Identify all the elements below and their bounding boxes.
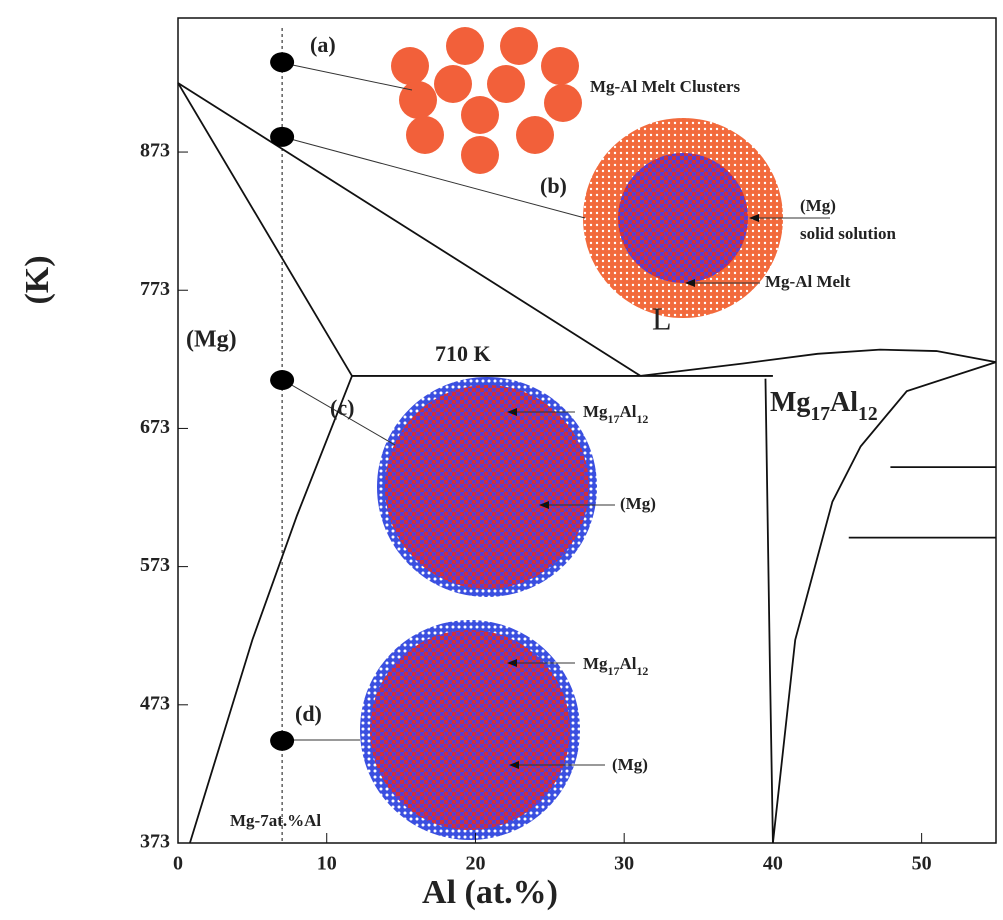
mg-core [385, 385, 589, 589]
state-label: (a) [310, 32, 336, 57]
phase-boundary [773, 362, 996, 843]
state-note: Mg-Al Melt Clusters [590, 77, 741, 96]
y-tick-label: 473 [140, 692, 170, 714]
formula-part: Mg [583, 402, 608, 421]
formula-part: 17 [608, 412, 620, 426]
state-point [270, 370, 294, 390]
formula-part: Al [619, 654, 636, 673]
state-note: (Mg) [800, 196, 836, 215]
melt-clusters [391, 27, 582, 174]
formula-part: Al [830, 387, 858, 418]
state-note: solid solution [800, 224, 896, 243]
formula-part: 12 [858, 404, 878, 425]
formula-part: 12 [636, 412, 648, 426]
phase-boundary [190, 376, 352, 843]
formula-part: 12 [636, 664, 648, 678]
state-note: Mg-Al Melt [765, 272, 851, 291]
phase-formula: Mg17Al12 [770, 387, 878, 425]
formula-part: Al [619, 402, 636, 421]
eutectic-label: 710 K [435, 341, 491, 366]
y-tick-label: 673 [140, 416, 170, 438]
phase-formula: Mg17Al12 [583, 402, 648, 426]
formula-part: Mg [770, 387, 810, 418]
x-tick-label: 40 [763, 853, 783, 875]
state-label: (c) [330, 395, 354, 420]
x-axis-label: Al (at.%) [422, 874, 558, 911]
solid-core [618, 153, 748, 283]
formula-part: 17 [810, 404, 830, 425]
mg-region-label: (Mg) [186, 327, 237, 353]
y-tick-label: 773 [140, 278, 170, 300]
illustrations [283, 27, 830, 840]
state-label: (b) [540, 173, 567, 198]
liquid-label: L [652, 300, 672, 336]
page: {"chart_data": {"type": "phase-diagram",… [0, 0, 1003, 920]
x-tick-label: 10 [317, 853, 337, 875]
x-tick-label: 30 [614, 853, 634, 875]
x-tick-label: 0 [173, 853, 183, 875]
formula-part: Mg [583, 654, 608, 673]
state-note: (Mg) [612, 755, 648, 774]
y-axis-label: (K) [19, 255, 56, 304]
y-tick-label: 873 [140, 140, 170, 162]
state-point [270, 52, 294, 72]
state-point [270, 127, 294, 147]
phase-formula: Mg17Al12 [583, 654, 648, 678]
chart: Al (at.%) (K) 0 10 20 30 40 50 373 473 573 673 773… [0, 0, 1003, 920]
x-tick-label: 20 [465, 853, 485, 875]
phase-boundary [765, 379, 772, 843]
x-tick-label: 50 [912, 853, 932, 875]
y-tick-label: 573 [140, 554, 170, 576]
mg-core [370, 630, 570, 830]
formula-part: 17 [608, 664, 620, 678]
state-label: (d) [295, 701, 322, 726]
phase-boundary [641, 350, 996, 376]
state-point [270, 731, 294, 751]
composition-label: Mg-7at.%Al [230, 811, 321, 830]
y-tick-label: 373 [140, 831, 170, 853]
state-note: (Mg) [620, 494, 656, 513]
